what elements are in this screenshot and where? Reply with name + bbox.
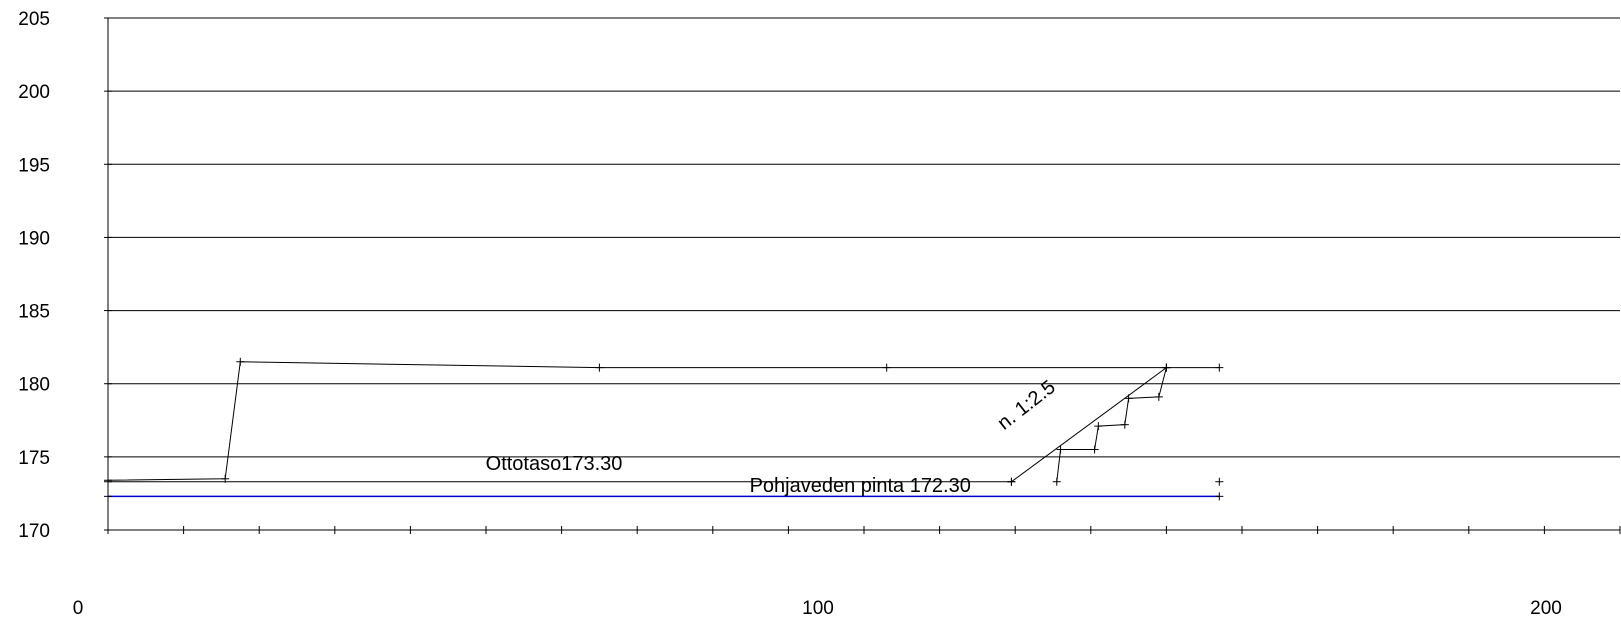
x-tick-label-0: 0 (73, 598, 84, 619)
y-tick-label-170: 170 (18, 521, 50, 542)
y-tick-label-190: 190 (18, 228, 50, 249)
series-bench_steps (1056, 367, 1167, 482)
annotation-layer: Ottotaso173.30 Pohjaveden pinta 172.30 n. … (486, 376, 1060, 497)
series-ground_profile (107, 361, 1220, 481)
annotation-pohjavesi: Pohjaveden pinta 172.30 (750, 475, 971, 497)
y-tick-label-200: 200 (18, 82, 50, 103)
annotation-ottotaso: Ottotaso173.30 (486, 453, 623, 475)
axis-layer: 170 175 180 185 190 195 200 205 0 100 200 (18, 9, 1621, 619)
series-layer (104, 357, 1224, 501)
y-tick-label-195: 195 (18, 155, 50, 176)
y-tick-label-205: 205 (18, 9, 50, 30)
y-tick-label-180: 180 (18, 375, 50, 396)
y-tick-label-175: 175 (18, 448, 50, 469)
x-tick-label-200: 200 (1530, 598, 1562, 619)
series-excavation_slope (1011, 367, 1167, 483)
annotation-slope: n. 1:2.5 (994, 376, 1060, 434)
y-tick-label-185: 185 (18, 302, 50, 323)
grid-layer (108, 17, 1620, 531)
x-tick-label-100: 100 (802, 598, 834, 619)
